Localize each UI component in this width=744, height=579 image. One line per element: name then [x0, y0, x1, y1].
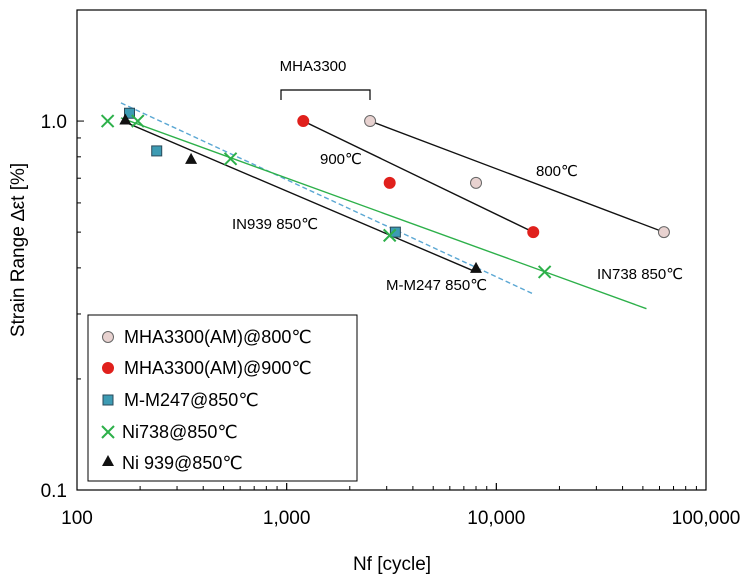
annotation-in939: IN939 850℃	[232, 216, 318, 233]
y-tick-label: 0.1	[41, 481, 67, 502]
plot-frame	[76, 9, 707, 491]
fit-line	[302, 120, 534, 233]
data-point	[131, 114, 145, 128]
legend-box	[87, 314, 358, 482]
data-point	[100, 114, 115, 128]
annotation-mm247: M-M247 850℃	[386, 277, 487, 294]
x-axis-label: Nf [cycle]	[353, 554, 431, 575]
data-point	[297, 115, 310, 128]
legend-label-mm247: M-M247@850℃	[124, 390, 259, 410]
data-points	[100, 107, 670, 279]
annotation-800: 800℃	[536, 163, 578, 180]
legend-marker-mha900	[102, 362, 114, 374]
data-point	[364, 115, 377, 128]
legend: MHA3300(AM)@800℃ MHA3300(AM)@900℃ M-M247…	[87, 314, 358, 482]
fit-line	[120, 117, 647, 310]
x-ticks: 100 1,000 10,000 100,000	[61, 483, 740, 529]
legend-marker-ni939	[102, 455, 114, 466]
data-point	[151, 145, 163, 157]
annotation-bracket	[280, 89, 371, 100]
x-tick-label: 100	[61, 508, 93, 529]
y-tick-label: 1.0	[41, 112, 67, 133]
x-tick-label: 10,000	[467, 508, 525, 529]
data-point	[185, 152, 198, 164]
fit-lines	[120, 102, 665, 310]
data-point	[389, 226, 401, 238]
annotation-mha3300: MHA3300	[280, 58, 347, 75]
y-axis-label: Strain Range ∆εt [%]	[8, 163, 29, 337]
x-tick-label: 1,000	[263, 508, 311, 529]
fit-line	[369, 120, 665, 233]
data-point	[537, 265, 552, 279]
legend-marker-mm247	[102, 394, 114, 406]
y-ticks: 0.1 1.0	[41, 9, 84, 502]
x-tick-label: 100,000	[672, 508, 741, 529]
data-point	[383, 176, 396, 189]
annotation-in738: IN738 850℃	[597, 266, 683, 283]
legend-marker-ni738	[101, 425, 115, 439]
data-point	[382, 228, 397, 243]
data-point	[119, 113, 132, 125]
legend-label-mha900: MHA3300(AM)@900℃	[124, 358, 312, 378]
data-point	[124, 107, 136, 119]
legend-marker-mha800	[102, 331, 114, 343]
fit-line	[122, 120, 477, 273]
data-point	[223, 152, 238, 166]
legend-label-ni738: Ni738@850℃	[122, 422, 238, 442]
data-point	[470, 261, 483, 273]
legend-label-mha800: MHA3300(AM)@800℃	[124, 327, 312, 347]
data-point	[527, 226, 540, 239]
data-point	[657, 226, 670, 239]
fit-line	[120, 102, 534, 295]
annotation-900: 900℃	[320, 151, 362, 168]
data-point	[470, 176, 483, 189]
legend-label-ni939: Ni 939@850℃	[122, 453, 243, 473]
annotations: MHA3300 900℃ 800℃ IN939 850℃ M-M247 850℃…	[232, 58, 683, 294]
